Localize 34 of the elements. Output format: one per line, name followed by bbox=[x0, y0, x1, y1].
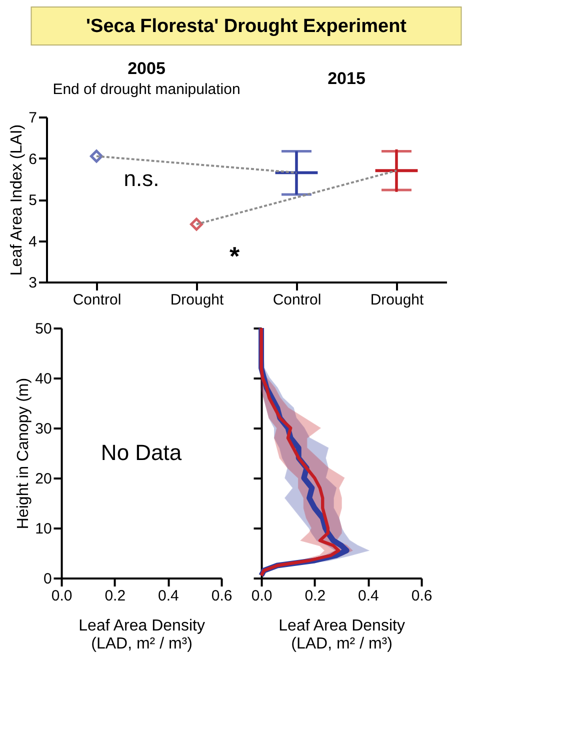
x-tick-label: 0.0 bbox=[51, 588, 72, 604]
annotation: No Data bbox=[100, 440, 182, 465]
x-tick-label: 0.4 bbox=[358, 588, 379, 604]
y-tick-label: 40 bbox=[35, 370, 52, 388]
x-axis-title: Leaf Area Density (LAD, m² / m³) bbox=[78, 618, 205, 652]
x-tick-label: 0.2 bbox=[304, 588, 326, 604]
text: 2005 bbox=[128, 59, 166, 78]
text: End of drought manipulation bbox=[52, 81, 240, 98]
y-axis-title: Height in Canopy (m) bbox=[15, 378, 32, 530]
x-tick-label: Drought bbox=[370, 292, 425, 308]
text: 2015 bbox=[328, 69, 366, 88]
y-tick-label: 5 bbox=[28, 192, 37, 209]
x-tick-label: Control bbox=[72, 292, 122, 308]
x-tick-label: 0.4 bbox=[158, 588, 179, 604]
chart-title: 'Seca Floresta' Drought Experiment bbox=[86, 16, 408, 37]
y-axis-title: Leaf Area Index (LAI) bbox=[8, 124, 26, 276]
x-tick-label: 0.0 bbox=[251, 588, 272, 604]
x-tick-label: 0.6 bbox=[411, 588, 432, 604]
y-tick-label: 3 bbox=[28, 274, 37, 292]
x-axis-title: Leaf Area Density (LAD, m² / m³) bbox=[278, 618, 405, 652]
y-tick-label: 4 bbox=[28, 233, 37, 250]
y-tick-label: 7 bbox=[28, 110, 37, 126]
y-tick-label: 20 bbox=[35, 470, 52, 488]
y-tick-label: 50 bbox=[35, 320, 52, 338]
x-tick-label: 0.6 bbox=[211, 588, 232, 604]
x-tick-label: 0.2 bbox=[104, 588, 126, 604]
y-tick-label: 6 bbox=[28, 150, 37, 168]
x-tick-label: Drought bbox=[170, 292, 225, 308]
annotation: n.s. bbox=[124, 166, 160, 191]
annotation: * bbox=[229, 241, 240, 271]
y-tick-label: 10 bbox=[35, 520, 52, 538]
x-tick-label: Control bbox=[272, 292, 322, 308]
y-tick-label: 30 bbox=[35, 420, 52, 438]
y-tick-label: 0 bbox=[43, 570, 52, 588]
